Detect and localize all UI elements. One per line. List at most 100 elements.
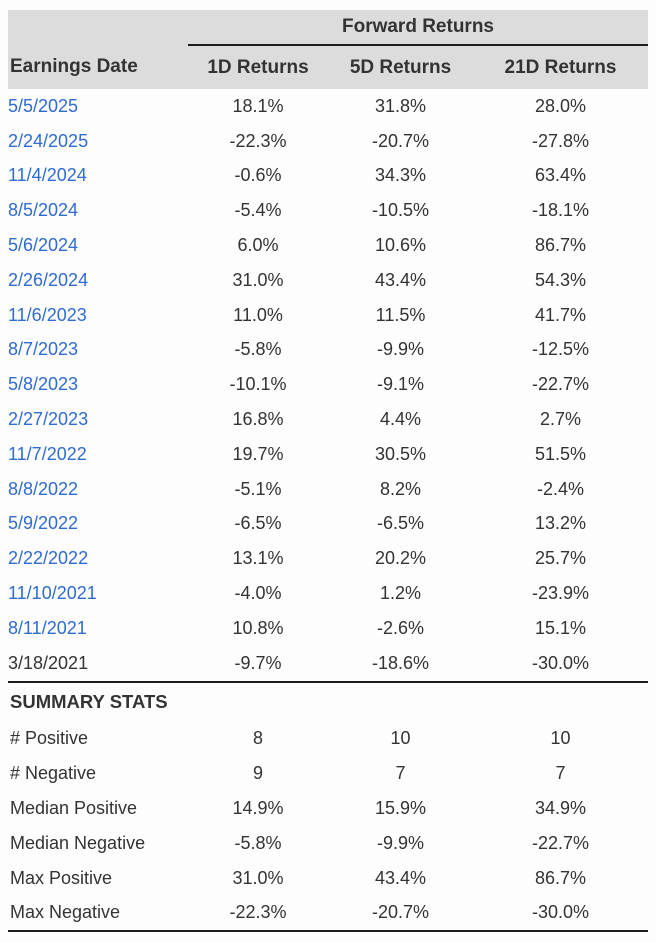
table-row: 11/7/2022 19.7% 30.5% 51.5% bbox=[8, 437, 648, 472]
earnings-date-cell: 11/4/2024 bbox=[8, 159, 188, 194]
return-5d-cell: -2.6% bbox=[376, 617, 425, 638]
stat-5d-cell: -9.9% bbox=[376, 832, 425, 853]
return-5d-cell: -9.9% bbox=[376, 339, 425, 360]
return-21d-cell: 54.3% bbox=[534, 269, 587, 290]
earnings-date-cell: 5/6/2024 bbox=[8, 228, 188, 263]
return-5d-cell: 4.4% bbox=[379, 409, 422, 430]
stat-label-cell: Max Positive bbox=[10, 867, 113, 888]
return-1d-cell: -5.4% bbox=[234, 200, 282, 221]
return-21d-cell: -18.1% bbox=[531, 200, 590, 221]
return-5d-cell: 43.4% bbox=[374, 269, 427, 290]
return-21d-cell: 41.7% bbox=[534, 304, 587, 325]
return-5d-cell: 1.2% bbox=[379, 583, 422, 604]
stat-1d-cell: -5.8% bbox=[234, 832, 282, 853]
earnings-date-cell: 2/26/2024 bbox=[8, 263, 188, 298]
earnings-date-cell: 8/8/2022 bbox=[8, 472, 188, 507]
stat-1d-cell: 31.0% bbox=[232, 867, 284, 888]
return-21d-cell: -2.4% bbox=[536, 478, 585, 499]
summary-stat-row: # Negative 9 7 7 bbox=[8, 756, 648, 791]
return-5d-cell: 8.2% bbox=[379, 478, 422, 499]
earnings-date-cell: 8/7/2023 bbox=[8, 333, 188, 368]
earnings-date-link[interactable]: 5/5/2025 bbox=[8, 95, 79, 116]
earnings-date-link[interactable]: 11/7/2022 bbox=[8, 443, 87, 464]
table-row: 11/6/2023 11.0% 11.5% 41.7% bbox=[8, 298, 648, 333]
stat-21d-cell: -22.7% bbox=[531, 832, 590, 853]
table-row: 2/26/2024 31.0% 43.4% 54.3% bbox=[8, 263, 648, 298]
table-row: 5/8/2023 -10.1% -9.1% -22.7% bbox=[8, 367, 648, 402]
stat-5d-cell: 43.4% bbox=[374, 867, 427, 888]
earnings-date-link[interactable]: 11/4/2024 bbox=[8, 165, 87, 186]
return-21d-cell: -22.7% bbox=[531, 374, 590, 395]
return-5d-cell: 10.6% bbox=[374, 235, 427, 256]
earnings-date-cell: 2/27/2023 bbox=[8, 402, 188, 437]
summary-stat-row: Max Negative -22.3% -20.7% -30.0% bbox=[8, 896, 648, 932]
earnings-date-cell: 5/5/2025 bbox=[8, 89, 188, 124]
return-1d-cell: 19.7% bbox=[232, 443, 284, 464]
earnings-date-link[interactable]: 2/22/2022 bbox=[8, 548, 89, 569]
return-1d-cell: 31.0% bbox=[232, 269, 284, 290]
data-rows: 5/5/2025 18.1% 31.8% 28.0% 2/24/2025 -22… bbox=[8, 89, 648, 682]
earnings-date-link[interactable]: 8/8/2022 bbox=[8, 478, 79, 499]
earnings-date-link[interactable]: 5/6/2024 bbox=[8, 235, 79, 256]
earnings-date-link[interactable]: 8/11/2021 bbox=[8, 617, 87, 638]
table-row: 8/5/2024 -5.4% -10.5% -18.1% bbox=[8, 193, 648, 228]
summary-stat-row: Max Positive 31.0% 43.4% 86.7% bbox=[8, 861, 648, 896]
summary-stat-row: Median Positive 14.9% 15.9% 34.9% bbox=[8, 791, 648, 826]
return-21d-cell: 51.5% bbox=[534, 443, 587, 464]
return-21d-cell: 86.7% bbox=[534, 235, 587, 256]
table-row: 2/27/2023 16.8% 4.4% 2.7% bbox=[8, 402, 648, 437]
return-5d-cell: -6.5% bbox=[376, 513, 425, 534]
earnings-date-link[interactable]: 8/7/2023 bbox=[8, 339, 79, 360]
stat-1d-cell: 9 bbox=[252, 763, 263, 784]
earnings-date-link[interactable]: 2/24/2025 bbox=[8, 130, 89, 151]
return-21d-cell: 13.2% bbox=[534, 513, 587, 534]
summary-stat-row: Median Negative -5.8% -9.9% -22.7% bbox=[8, 826, 648, 861]
stat-1d-cell: 14.9% bbox=[232, 798, 284, 819]
stat-5d-cell: 10 bbox=[390, 728, 411, 749]
stat-label-cell: Median Negative bbox=[10, 832, 146, 853]
return-1d-cell: 6.0% bbox=[237, 235, 279, 256]
summary-title: SUMMARY STATS bbox=[10, 691, 168, 713]
stat-5d-cell: 7 bbox=[395, 763, 406, 784]
earnings-date-link[interactable]: 5/9/2022 bbox=[8, 513, 79, 534]
return-5d-cell: -10.5% bbox=[371, 200, 430, 221]
table-row: 2/24/2025 -22.3% -20.7% -27.8% bbox=[8, 124, 648, 159]
earnings-date-link[interactable]: 11/10/2021 bbox=[8, 583, 97, 604]
table-header: Forward Returns Earnings Date 1D Returns… bbox=[8, 10, 649, 89]
table-row: 3/18/2021 -9.7% -18.6% -30.0% bbox=[8, 646, 648, 682]
earnings-date-cell: 11/10/2021 bbox=[8, 576, 188, 611]
table-row: 8/8/2022 -5.1% 8.2% -2.4% bbox=[8, 472, 648, 507]
return-1d-cell: -22.3% bbox=[229, 130, 287, 151]
earnings-date-link[interactable]: 11/6/2023 bbox=[8, 304, 87, 325]
return-21d-cell: -27.8% bbox=[531, 130, 590, 151]
return-21d-cell: 15.1% bbox=[534, 617, 587, 638]
return-21d-cell: 28.0% bbox=[534, 95, 587, 116]
stat-label-cell: # Negative bbox=[10, 763, 97, 784]
return-1d-cell: -4.0% bbox=[234, 583, 282, 604]
return-5d-cell: 11.5% bbox=[375, 304, 426, 325]
return-1d-cell: -0.6% bbox=[234, 165, 282, 186]
earnings-date-link[interactable]: 2/27/2023 bbox=[8, 409, 89, 430]
return-1d-cell: -5.8% bbox=[234, 339, 282, 360]
earnings-date-link[interactable]: 2/26/2024 bbox=[8, 269, 89, 290]
earnings-date-link[interactable]: 5/8/2023 bbox=[8, 374, 79, 395]
return-1d-cell: -9.7% bbox=[234, 652, 282, 673]
earnings-date-cell: 2/24/2025 bbox=[8, 124, 188, 159]
return-5d-cell: -18.6% bbox=[371, 652, 430, 673]
return-1d-cell: -6.5% bbox=[234, 513, 282, 534]
table-row: 11/10/2021 -4.0% 1.2% -23.9% bbox=[8, 576, 648, 611]
return-21d-cell: -23.9% bbox=[531, 583, 590, 604]
stat-21d-cell: 34.9% bbox=[534, 798, 587, 819]
earnings-date-cell: 8/5/2024 bbox=[8, 193, 188, 228]
return-5d-cell: -9.1% bbox=[376, 374, 425, 395]
return-1d-cell: 11.0% bbox=[233, 304, 283, 325]
return-5d-cell: 20.2% bbox=[374, 548, 427, 569]
stat-1d-cell: 8 bbox=[252, 728, 263, 749]
column-header-earnings-date: Earnings Date bbox=[8, 45, 188, 89]
stat-5d-cell: -20.7% bbox=[371, 902, 430, 923]
stat-label-cell: Median Positive bbox=[10, 798, 138, 819]
return-1d-cell: -10.1% bbox=[229, 374, 287, 395]
earnings-date-link[interactable]: 8/5/2024 bbox=[8, 200, 79, 221]
return-1d-cell: 18.1% bbox=[232, 95, 284, 116]
